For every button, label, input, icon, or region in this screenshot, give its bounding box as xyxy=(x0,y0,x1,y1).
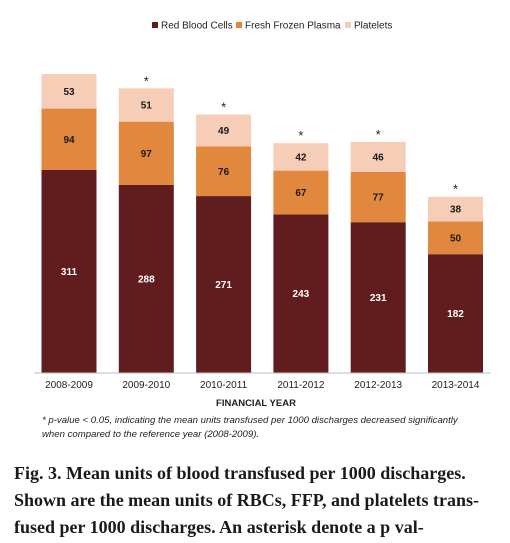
significance-marker: * xyxy=(144,73,149,88)
bars: 311 94 53 288 97 51 * 271 76 49 * 243 67 42 * 231 77 46 * 1… xyxy=(41,73,483,373)
x-tick-label: 2008-2009 xyxy=(45,380,93,391)
data-label: 67 xyxy=(295,188,307,199)
bar-segment xyxy=(428,254,483,373)
significance-marker: * xyxy=(221,99,226,114)
data-label: 51 xyxy=(141,101,153,112)
footnote: * p-value < 0.05, indicating the mean un… xyxy=(42,415,458,440)
bar-segment xyxy=(118,184,174,373)
bar-segment xyxy=(196,196,252,373)
legend: Red Blood Cells Fresh Frozen Plasma Platel… xyxy=(152,21,392,32)
bar-segment xyxy=(196,146,252,197)
caption-line: Shown are the mean units of RBCs, FFP, a… xyxy=(14,490,480,510)
x-tick-label: 2012-2013 xyxy=(354,380,402,391)
caption-line: fused per 1000 discharges. An asterisk d… xyxy=(14,517,424,537)
bar-segment xyxy=(273,170,329,215)
data-label: 53 xyxy=(63,87,75,98)
legend-label: Red Blood Cells xyxy=(161,21,233,32)
figure-caption: Fig. 3. Mean units of blood transfused p… xyxy=(14,460,504,541)
data-label: 76 xyxy=(218,167,230,178)
legend-label: Platelets xyxy=(354,21,392,32)
x-tick-labels: 2008-2009 2009-2010 2010-2011 2011-2012 2012… xyxy=(45,380,480,391)
bar-segment xyxy=(428,196,483,222)
bar-segment xyxy=(41,169,97,373)
x-tick-label: 2013-2014 xyxy=(432,380,480,391)
data-label: 38 xyxy=(450,205,462,216)
significance-marker: * xyxy=(376,127,381,142)
data-label: 271 xyxy=(215,280,232,291)
bar-segment xyxy=(41,74,97,109)
legend-swatch xyxy=(345,22,351,28)
data-label: 243 xyxy=(293,289,310,300)
data-label: 50 xyxy=(450,233,462,244)
bar-segment xyxy=(118,88,174,122)
bar-segment xyxy=(273,143,329,171)
bar-segment xyxy=(350,222,406,373)
legend-label: Fresh Frozen Plasma xyxy=(245,21,341,32)
data-label: 77 xyxy=(373,193,385,204)
bar-segment xyxy=(350,141,406,172)
data-label: 97 xyxy=(141,149,153,160)
x-tick-label: 2010-2011 xyxy=(200,380,248,391)
stacked-bar-chart: Red Blood Cells Fresh Frozen Plasma Platel… xyxy=(34,21,491,409)
data-label: 311 xyxy=(61,267,78,278)
data-label: 182 xyxy=(447,309,464,320)
data-label: 288 xyxy=(138,274,155,285)
significance-marker: * xyxy=(453,182,458,197)
data-label: 42 xyxy=(295,152,307,163)
bar-segment xyxy=(428,221,483,255)
bar-segment xyxy=(118,121,174,185)
legend-swatch xyxy=(152,22,158,28)
bar-segment xyxy=(196,114,252,147)
significance-marker: * xyxy=(298,128,303,143)
x-tick-label: 2011-2012 xyxy=(277,380,325,391)
x-tick-label: 2009-2010 xyxy=(122,380,170,391)
caption-line: Fig. 3. Mean units of blood transfused p… xyxy=(14,463,466,483)
data-label: 231 xyxy=(370,293,387,304)
data-label: 94 xyxy=(63,135,75,146)
bar-segment xyxy=(41,108,97,170)
data-label: 46 xyxy=(373,152,385,163)
bar-segment xyxy=(350,171,406,223)
data-label: 49 xyxy=(218,126,230,137)
bar-segment xyxy=(273,214,329,373)
x-axis-title: FINANCIAL YEAR xyxy=(216,398,296,409)
legend-swatch xyxy=(236,22,242,28)
